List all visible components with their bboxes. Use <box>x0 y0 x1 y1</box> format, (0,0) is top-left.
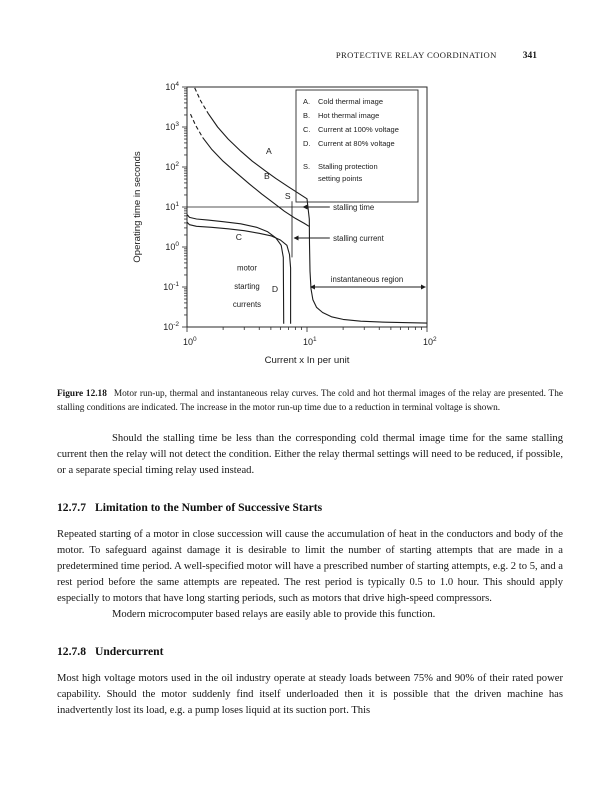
section-number: 12.7.8 <box>57 645 86 659</box>
legend-label: Stalling protection <box>318 162 378 171</box>
chart-annotation: S <box>285 191 291 201</box>
chart-annotation: currents <box>233 300 261 309</box>
chart-annotation: stalling current <box>333 234 385 243</box>
figure-12-18: 104 103 102 101 100 10-1 10-2 100 101 102 Current … <box>127 72 563 382</box>
y-tick-label: 100 <box>165 241 179 252</box>
legend-label: Current at 100% voltage <box>318 125 399 134</box>
section-title: Limitation to the Number of Successive S… <box>94 501 323 515</box>
legend-key: B. <box>303 111 310 120</box>
series-curve <box>186 221 292 324</box>
paragraph-stalling-detection: Should the stalling time be less than th… <box>57 433 563 477</box>
running-header: PROTECTIVE RELAY COORDINATION 341 <box>57 50 563 62</box>
series-curve <box>186 214 285 324</box>
chart-annotation: instantaneous region <box>331 275 403 284</box>
paragraph-successive-starts: Repeated starting of a motor in close su… <box>57 529 563 605</box>
chart-annotation: starting <box>234 282 260 291</box>
y-tick-label: 10-1 <box>163 281 179 292</box>
page-number: 341 <box>522 51 537 61</box>
chart-annotation: C <box>236 232 242 242</box>
legend-box <box>295 89 419 203</box>
series-curve <box>308 218 428 324</box>
running-header-title: PROTECTIVE RELAY COORDINATION <box>335 50 497 60</box>
x-tick-label: 100 <box>183 336 197 347</box>
x-tick-label: 101 <box>303 336 317 347</box>
section-heading-12-7-7: 12.7.7 Limitation to the Number of Succes… <box>57 501 563 515</box>
paragraph-microcomputer-relays: Modern microcomputer based relays are ea… <box>112 609 436 621</box>
legend-key: C. <box>303 125 311 134</box>
section-heading-12-7-8: 12.7.8 Undercurrent <box>57 645 563 659</box>
series-curve <box>202 137 310 227</box>
x-axis-title: Current x In per unit <box>265 355 350 366</box>
y-tick-label: 104 <box>165 81 179 92</box>
y-tick-label: 10-2 <box>163 321 179 332</box>
legend-key: D. <box>303 139 311 148</box>
y-tick-label: 103 <box>165 121 179 132</box>
section-number: 12.7.7 <box>57 501 86 515</box>
chart-annotation: motor <box>237 264 257 273</box>
series-curve <box>189 113 204 138</box>
legend-key: A. <box>303 97 310 106</box>
chart-annotation: D <box>272 284 278 294</box>
y-tick-label: 101 <box>165 201 179 212</box>
y-tick-label: 102 <box>165 161 179 172</box>
chart-annotation: B <box>264 171 270 181</box>
figure-caption-label: Figure 12.18 <box>57 389 107 399</box>
chart-annotation: A <box>266 146 272 156</box>
legend-label: Hot thermal image <box>318 111 379 120</box>
figure-caption: Figure 12.18 Motor run-up, thermal and in… <box>57 388 563 415</box>
chart-annotation: stalling time <box>333 203 374 212</box>
legend-key: S. <box>303 162 310 171</box>
paragraph-undercurrent: Most high voltage motors used in the oil… <box>57 673 563 717</box>
legend-label: setting points <box>318 174 362 183</box>
series-curve <box>194 87 209 114</box>
section-title: Undercurrent <box>94 645 164 659</box>
y-axis-title: Operating time in seconds <box>132 151 143 263</box>
legend-label: Current at 80% voltage <box>318 139 395 148</box>
legend-label: Cold thermal image <box>318 97 383 106</box>
x-tick-label: 102 <box>423 336 437 347</box>
figure-caption-text: Motor run-up, thermal and instantaneous … <box>57 389 563 413</box>
series-curve <box>207 112 310 220</box>
relay-coordination-chart: 104 103 102 101 100 10-1 10-2 100 101 102 Current … <box>132 81 437 366</box>
